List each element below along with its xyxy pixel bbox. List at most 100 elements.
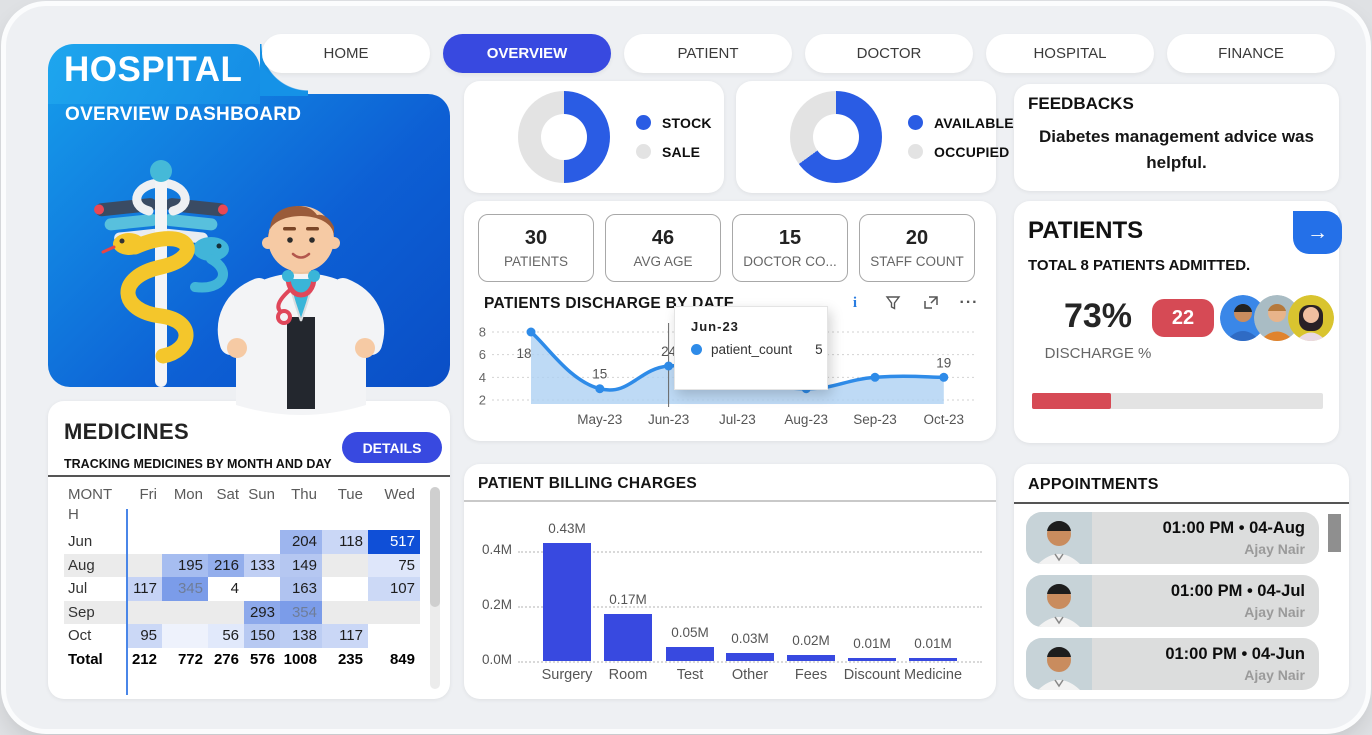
matrix-cell: 4: [208, 577, 244, 601]
nav-tab-home[interactable]: HOME: [262, 34, 430, 73]
matrix-cell: 56: [208, 624, 244, 648]
kpi-value: 30: [524, 227, 548, 249]
y-tick-label: 0.2M: [481, 597, 512, 612]
matrix-cell: [322, 554, 368, 578]
nav-tabs: HOME OVERVIEW PATIENT DOCTOR HOSPITAL FINANCE: [262, 34, 1335, 73]
bed-availability-donut-chart: [790, 91, 882, 183]
filter-icon[interactable]: [884, 294, 902, 312]
gridline: [518, 551, 982, 553]
brand-panel-tab: [48, 44, 260, 104]
matrix-cell: [368, 624, 420, 648]
matrix-cell: 117: [322, 624, 368, 648]
matrix-scrollbar[interactable]: [430, 487, 440, 689]
matrix-cell: [162, 624, 208, 648]
matrix-scrollbar-thumb[interactable]: [430, 487, 440, 607]
patients-subtitle: TOTAL 8 PATIENTS ADMITTED.: [1028, 257, 1251, 274]
matrix-cell: 149: [280, 553, 322, 577]
x-tick-label: Sep-23: [853, 412, 897, 427]
dashboard-frame: HOME OVERVIEW PATIENT DOCTOR HOSPITAL FINANCE…: [6, 6, 1366, 729]
matrix-cell: 216: [208, 553, 244, 577]
nav-tab-hospital[interactable]: HOSPITAL: [986, 34, 1154, 73]
brand-subtitle: OVERVIEW DASHBOARD: [65, 104, 302, 125]
y-tick-label: 6: [479, 347, 486, 362]
x-category-label: Discount: [843, 667, 901, 683]
discharge-chart-title: PATIENTS DISCHARGE BY DATE: [484, 295, 735, 312]
nav-tab-overview[interactable]: OVERVIEW: [443, 34, 611, 73]
arrow-button[interactable]: →: [1293, 211, 1342, 254]
gridline: [518, 606, 982, 608]
feedbacks-title: FEEDBACKS: [1028, 94, 1134, 113]
column-header: Sat: [216, 486, 239, 503]
bar-test: [666, 647, 714, 661]
appointment-item[interactable]: 01:00 PM • 04-Jun Ajay Nair: [1026, 638, 1319, 690]
matrix-cell: 517: [368, 530, 420, 554]
focus-mode-icon[interactable]: [922, 294, 940, 312]
legend-item: AVAILABLE: [908, 115, 1014, 131]
kpi-staff-count: 20 STAFF COUNT: [859, 214, 975, 282]
kpi-value: 15: [778, 227, 802, 249]
more-options-icon[interactable]: ···: [959, 294, 979, 311]
column-header: MONTH: [68, 486, 113, 523]
x-category-label: Fees: [794, 667, 828, 683]
appointments-scrollbar-thumb[interactable]: [1328, 514, 1341, 552]
bar-fees: [787, 655, 835, 661]
matrix-total-cell: 235: [337, 650, 363, 668]
matrix-total-cell: 1008: [283, 650, 317, 668]
kpi-row: 30 PATIENTS 46 AVG AGE 15 DOCTOR CO... 20 STAFF…: [478, 214, 975, 282]
x-category-label: Other: [731, 667, 769, 683]
visual-header-icons: i ···: [846, 294, 978, 312]
data-point: [870, 372, 880, 382]
matrix-axis-line: [126, 509, 128, 695]
appointment-item[interactable]: 01:00 PM • 04-Aug Ajay Nair: [1026, 512, 1319, 564]
appointment-item[interactable]: 01:00 PM • 04-Jul Ajay Nair: [1026, 575, 1319, 627]
appointments-list: 01:00 PM • 04-Aug Ajay Nair 01:00 PM • 04-…: [1026, 512, 1319, 690]
info-icon[interactable]: i: [852, 294, 858, 311]
bar-value-label: 0.17M: [609, 592, 647, 607]
x-tick-label: Jul-23: [719, 412, 756, 427]
matrix-cell: 163: [280, 577, 322, 601]
tooltip-series-name: patient_count: [711, 342, 793, 357]
nav-tab-finance[interactable]: FINANCE: [1167, 34, 1335, 73]
legend-label: SALE: [662, 143, 701, 160]
bar-value-label: 0.03M: [731, 631, 769, 646]
matrix-cell: [126, 601, 162, 625]
tooltip-series-dot: [691, 344, 702, 355]
kpi-label: AVG AGE: [633, 254, 693, 269]
discharge-stats-card: 30 PATIENTS 46 AVG AGE 15 DOCTOR CO... 20 STAFF…: [464, 201, 996, 441]
matrix-cell: 107: [368, 577, 420, 601]
appointments-title: APPOINTMENTS: [1028, 476, 1159, 493]
medicines-title: MEDICINES: [64, 419, 189, 444]
column-header: Wed: [384, 486, 415, 503]
y-tick-label: 2: [479, 393, 486, 408]
y-tick-label: 0.0M: [481, 652, 512, 667]
column-header: Mon: [173, 486, 203, 503]
stock-sale-legend: STOCK SALE: [636, 115, 712, 160]
y-tick-label: 0.4M: [481, 542, 512, 557]
patient-count-badge: 22: [1152, 299, 1214, 337]
data-label: 19: [936, 355, 951, 370]
legend-item: OCCUPIED: [908, 144, 1014, 160]
patient-photo: [1026, 575, 1092, 627]
nav-tab-patient[interactable]: PATIENT: [624, 34, 792, 73]
matrix-row: Jun 204 118 517: [64, 530, 420, 554]
data-label: 24: [661, 344, 677, 359]
matrix-cell: 150: [244, 624, 280, 648]
x-tick-label: Aug-23: [784, 412, 828, 427]
brand-title: HOSPITAL: [64, 50, 243, 89]
matrix-cell: [162, 601, 208, 625]
bar-value-label: 0.43M: [548, 521, 586, 536]
legend-label: STOCK: [662, 114, 712, 131]
matrix-cell: [322, 601, 368, 625]
tooltip-date: Jun-23: [691, 319, 739, 334]
matrix-total-cell: 576: [249, 650, 275, 668]
tooltip-value: 5: [815, 342, 823, 357]
patient-photo: [1026, 512, 1092, 564]
matrix-cell: 354: [280, 600, 322, 624]
kpi-doctor-co-: 15 DOCTOR CO...: [732, 214, 848, 282]
appointment-name: Ajay Nair: [1244, 541, 1305, 557]
matrix-cell: 133: [244, 553, 280, 577]
matrix-row: Oct 95 56 150 138 117: [64, 624, 420, 648]
nav-tab-doctor[interactable]: DOCTOR: [805, 34, 973, 73]
details-button[interactable]: DETAILS: [342, 432, 442, 463]
